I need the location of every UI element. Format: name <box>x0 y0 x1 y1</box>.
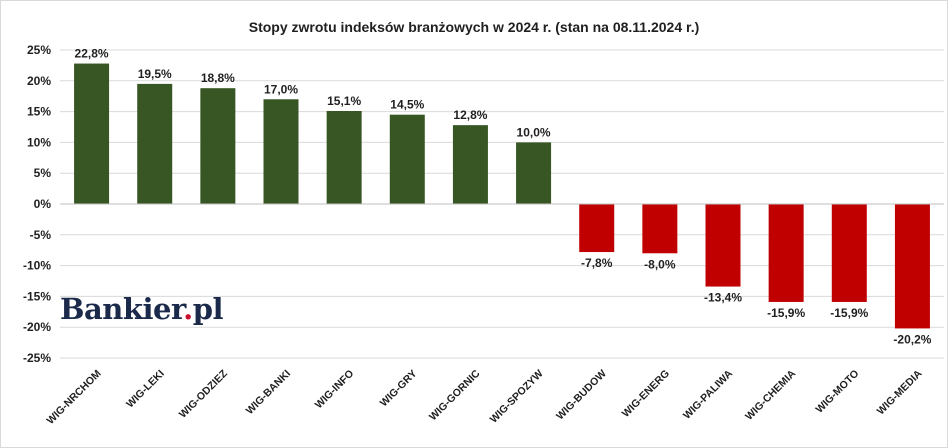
data-label: -15,9% <box>767 306 805 320</box>
bankier-logo: Bankier.pl <box>60 292 223 326</box>
x-tick-label: WIG-MEDIA <box>875 367 925 417</box>
bar <box>894 204 930 329</box>
y-tick-label: 10% <box>27 135 51 149</box>
data-label: 19,5% <box>138 67 172 81</box>
data-label: -13,4% <box>704 291 742 305</box>
data-label: -15,9% <box>830 306 868 320</box>
data-label: 17,0% <box>264 82 298 96</box>
data-label: -8,0% <box>644 257 676 271</box>
x-tick-label: WIG-GRY <box>378 368 420 410</box>
logo-tld: pl <box>192 292 224 326</box>
bar <box>452 125 488 204</box>
bar <box>326 110 362 204</box>
y-tick-label: -25% <box>23 351 51 365</box>
bar <box>263 99 299 204</box>
logo-dot: . <box>183 292 193 326</box>
data-label: 10,0% <box>517 125 551 139</box>
x-tick-label: WIG-INFO <box>313 368 357 412</box>
x-tick-label: WIG-CHEMIA <box>743 367 798 422</box>
y-tick-label: -20% <box>23 320 51 334</box>
x-tick-label: WIG-BUDOW <box>554 368 609 423</box>
x-tick-label: WIG-ENERG <box>620 368 672 420</box>
x-tick-label: WIG-MOTO <box>813 368 861 416</box>
bar <box>705 204 741 287</box>
x-tick-label: WIG-PALIWA <box>681 367 735 421</box>
x-tick-label: WIG-BANKI <box>244 368 293 417</box>
chart-title: Stopy zwrotu indeksów branżowych w 2024 … <box>248 19 700 35</box>
x-tick-label: WIG-NRCHOM <box>44 367 103 426</box>
data-label: 15,1% <box>327 94 361 108</box>
bar <box>74 63 110 204</box>
data-label: 14,5% <box>390 98 424 112</box>
bar <box>200 88 236 204</box>
y-tick-label: 0% <box>34 197 52 211</box>
bar <box>579 204 615 253</box>
bar <box>768 204 804 302</box>
y-tick-label: -5% <box>30 228 52 242</box>
data-label: 18,8% <box>201 71 235 85</box>
data-label: -20,2% <box>893 332 931 346</box>
data-label: -7,8% <box>581 256 613 270</box>
x-tick-label: WIG-SPOZYW <box>488 368 546 426</box>
y-tick-label: 15% <box>27 105 51 119</box>
y-tick-label: -10% <box>23 259 51 273</box>
data-label: 12,8% <box>453 108 487 122</box>
bar <box>389 114 425 204</box>
logo-main: Bankier <box>60 292 184 326</box>
x-tick-label: WIG-GORNIC <box>427 367 483 423</box>
data-label: 22,8% <box>75 47 109 61</box>
bar <box>516 142 552 204</box>
y-tick-label: 20% <box>27 74 51 88</box>
x-tick-label: WIG-LEKI <box>124 368 167 411</box>
y-tick-label: 25% <box>27 43 51 57</box>
x-tick-label: WIG-ODZIEZ <box>177 367 230 420</box>
y-tick-label: 5% <box>34 166 52 180</box>
y-tick-label: -15% <box>23 289 51 303</box>
bar <box>137 83 173 204</box>
bar <box>642 204 678 254</box>
bar <box>831 204 867 302</box>
